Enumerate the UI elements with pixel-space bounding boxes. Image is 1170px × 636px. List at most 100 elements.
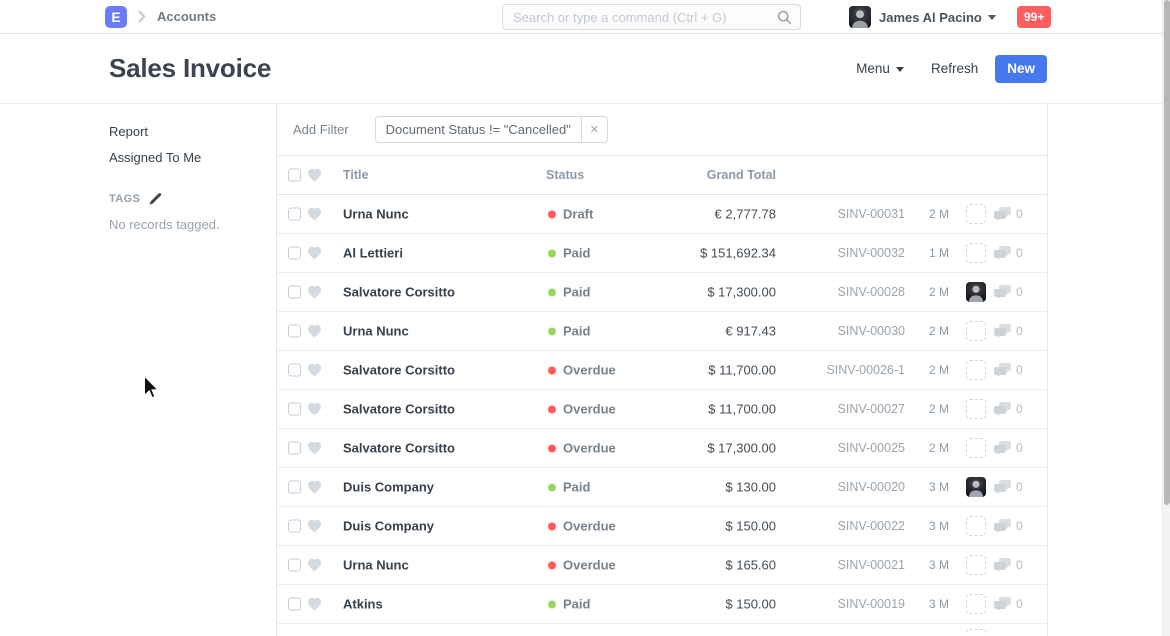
row-checkbox[interactable] (288, 363, 301, 377)
row-status: Overdue (548, 363, 616, 378)
search-input[interactable] (503, 9, 777, 25)
assignee-avatar[interactable] (966, 516, 986, 536)
row-grand-total: $ 150.00 (725, 518, 776, 534)
add-filter-button[interactable]: Add Filter (293, 122, 349, 137)
status-dot (548, 249, 556, 257)
refresh-button[interactable]: Refresh (930, 61, 979, 76)
row-title: Salvatore Corsitto (343, 284, 455, 300)
status-dot (548, 483, 556, 491)
heart-icon[interactable] (307, 246, 322, 260)
table-row[interactable]: Al Lettieri Paid $ 151,692.34 SINV-00032… (277, 234, 1047, 273)
assignee-avatar[interactable] (966, 204, 986, 224)
table-row[interactable]: Atkins Paid $ 150.00 SINV-00019 3 M 0 (277, 585, 1047, 624)
caret-down-icon (895, 66, 904, 72)
row-comments: 0 (994, 324, 1023, 338)
heart-icon[interactable] (307, 207, 322, 221)
assignee-avatar[interactable] (966, 321, 986, 341)
header-title: Title (343, 168, 369, 182)
assignee-avatar[interactable] (966, 477, 986, 497)
chat-bubbles-icon (994, 207, 1011, 221)
row-checkbox[interactable] (288, 207, 301, 221)
row-document-id: SINV-00028 (837, 285, 905, 299)
filter-chip-label[interactable]: Document Status != "Cancelled" (385, 122, 571, 137)
row-comments: 0 (994, 402, 1023, 416)
sidebar-item-report[interactable]: Report (109, 124, 149, 139)
assignee-avatar[interactable] (966, 243, 986, 263)
row-checkbox[interactable] (288, 402, 301, 416)
sidebar-item-assigned-to-me[interactable]: Assigned To Me (109, 150, 202, 165)
table-row[interactable]: Salvatore Corsitto Overdue $ 11,700.00 S… (277, 390, 1047, 429)
heart-icon[interactable] (307, 441, 322, 455)
row-title: Urna Nunc (343, 557, 409, 573)
table-row[interactable]: Urna Nunc Draft € 2,777.78 SINV-00031 2 … (277, 195, 1047, 234)
assignee-avatar[interactable] (966, 594, 986, 614)
navbar: E Accounts James Al Pacino 99+ (0, 0, 1170, 34)
status-dot (548, 522, 556, 530)
pencil-icon[interactable] (149, 192, 162, 205)
menu-button[interactable]: Menu (856, 61, 904, 76)
assignee-avatar[interactable] (966, 282, 986, 302)
row-checkbox[interactable] (288, 597, 301, 611)
row-checkbox[interactable] (288, 285, 301, 299)
assignee-avatar[interactable] (966, 555, 986, 575)
page-head: Sales Invoice Menu Refresh New (0, 34, 1170, 104)
row-title: Atkins (343, 596, 383, 612)
heart-icon[interactable] (307, 558, 322, 572)
table-row[interactable]: Urna Nunc Overdue $ 165.60 SINV-00021 3 … (277, 546, 1047, 585)
select-all-checkbox[interactable] (288, 168, 301, 182)
filter-remove-icon[interactable]: ✕ (580, 117, 607, 142)
table-row[interactable]: Salvatore Corsitto Overdue $ 11,700.00 S… (277, 351, 1047, 390)
table-row[interactable]: Salvatore Corsitto Paid $ 17,300.00 SINV… (277, 273, 1047, 312)
filter-bar: Add Filter Document Status != "Cancelled… (277, 104, 1047, 156)
row-document-id: SINV-00030 (837, 324, 905, 338)
row-checkbox[interactable] (288, 558, 301, 572)
table-row[interactable]: Urna Nunc Paid € 917.43 SINV-00030 2 M 0 (277, 312, 1047, 351)
table-row[interactable]: Duis Company Paid $ 130.00 SINV-00020 3 … (277, 468, 1047, 507)
heart-icon[interactable] (307, 363, 322, 377)
table-row[interactable]: Salvatore Corsitto Overdue $ 17,300.00 S… (277, 429, 1047, 468)
heart-icon[interactable] (307, 597, 322, 611)
search-icon[interactable] (777, 10, 792, 25)
heart-icon[interactable] (307, 519, 322, 533)
status-dot (548, 288, 556, 296)
heart-icon[interactable] (307, 324, 322, 338)
heart-icon[interactable] (307, 285, 322, 299)
row-status: Draft (548, 207, 593, 222)
chat-bubbles-icon (994, 402, 1011, 416)
heart-icon[interactable] (307, 168, 322, 182)
scrollbar-thumb[interactable] (1164, 0, 1170, 505)
app-logo[interactable]: E (105, 5, 127, 28)
row-checkbox[interactable] (288, 519, 301, 533)
notification-badge[interactable]: 99+ (1017, 6, 1052, 28)
assignee-avatar[interactable] (966, 438, 986, 458)
row-modified: 2 M (929, 402, 950, 416)
heart-icon[interactable] (307, 402, 322, 416)
assignee-photo (969, 285, 983, 302)
status-dot (548, 561, 556, 569)
table-row[interactable]: Duis Company Overdue $ 150.00 SINV-00022… (277, 507, 1047, 546)
comment-count: 0 (1016, 519, 1023, 533)
comment-count: 0 (1016, 402, 1023, 416)
row-checkbox[interactable] (288, 480, 301, 494)
assignee-avatar[interactable] (966, 360, 986, 380)
heart-icon[interactable] (307, 480, 322, 494)
new-button[interactable]: New (995, 54, 1047, 83)
row-document-id: SINV-00031 (837, 207, 905, 221)
row-checkbox[interactable] (288, 324, 301, 338)
row-status: Paid (548, 480, 590, 495)
row-grand-total: $ 11,700.00 (708, 401, 776, 417)
row-grand-total: $ 11,700.00 (708, 362, 776, 378)
row-checkbox[interactable] (288, 246, 301, 260)
row-grand-total: € 2,777.78 (714, 206, 776, 222)
user-name: James Al Pacino (879, 9, 982, 25)
status-label: Paid (563, 284, 591, 300)
row-checkbox[interactable] (288, 441, 301, 455)
breadcrumb-accounts[interactable]: Accounts (157, 9, 217, 24)
row-document-id: SINV-00032 (837, 246, 905, 260)
assignee-avatar[interactable] (966, 629, 986, 635)
status-dot (548, 366, 556, 374)
assignee-avatar[interactable] (966, 399, 986, 419)
status-label: Paid (563, 479, 591, 495)
user-menu[interactable]: James Al Pacino (849, 6, 996, 28)
chat-bubbles-icon (994, 480, 1011, 494)
